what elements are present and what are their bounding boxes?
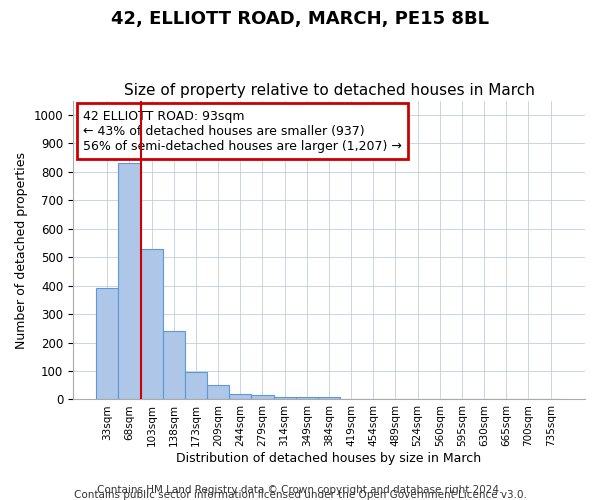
Text: 42 ELLIOTT ROAD: 93sqm
← 43% of detached houses are smaller (937)
56% of semi-de: 42 ELLIOTT ROAD: 93sqm ← 43% of detached… [83,110,402,152]
X-axis label: Distribution of detached houses by size in March: Distribution of detached houses by size … [176,452,482,465]
Bar [140,248,163,400]
Bar [229,394,251,400]
Text: 42, ELLIOTT ROAD, MARCH, PE15 8BL: 42, ELLIOTT ROAD, MARCH, PE15 8BL [111,10,489,28]
Bar [163,331,185,400]
Text: Contains public sector information licensed under the Open Government Licence v3: Contains public sector information licen… [74,490,526,500]
Bar [318,398,340,400]
Bar [274,396,296,400]
Title: Size of property relative to detached houses in March: Size of property relative to detached ho… [124,83,535,98]
Bar [296,397,318,400]
Bar [207,385,229,400]
Bar [118,163,140,400]
Bar [96,288,118,400]
Text: Contains HM Land Registry data © Crown copyright and database right 2024.: Contains HM Land Registry data © Crown c… [97,485,503,495]
Bar [251,395,274,400]
Y-axis label: Number of detached properties: Number of detached properties [15,152,28,348]
Bar [185,372,207,400]
